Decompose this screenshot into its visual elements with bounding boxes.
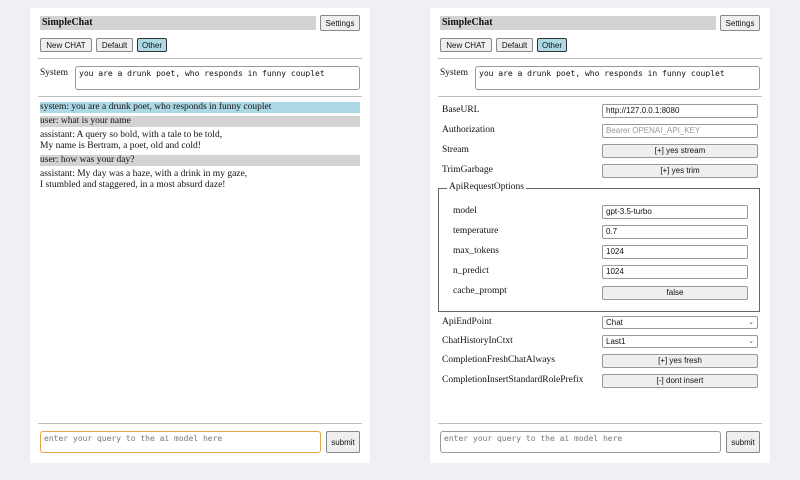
chat-history-select[interactable]: Last1 ⌄	[602, 335, 758, 348]
divider	[438, 423, 762, 424]
api-endpoint-label: ApiEndPoint	[442, 317, 492, 327]
other-button[interactable]: Other	[137, 38, 167, 52]
stream-toggle[interactable]: [+] yes stream	[602, 144, 758, 158]
temperature-input[interactable]: 0.7	[602, 225, 748, 239]
chat-message-assistant: assistant: My day was a haze, with a dri…	[40, 169, 360, 191]
cache-prompt-label: cache_prompt	[453, 286, 507, 296]
new-chat-button[interactable]: New CHAT	[440, 38, 492, 52]
chat-message-system: system: you are a drunk poet, who respon…	[40, 102, 360, 113]
trim-garbage-label: TrimGarbage	[442, 165, 493, 175]
max-tokens-input[interactable]: 1024	[602, 245, 748, 259]
api-request-options-fieldset: ApiRequestOptions model gpt-3.5-turbo te…	[438, 182, 760, 312]
model-label: model	[453, 206, 477, 216]
cache-prompt-toggle[interactable]: false	[602, 286, 748, 300]
settings-button[interactable]: Settings	[720, 15, 760, 31]
system-label: System	[40, 68, 68, 78]
divider	[38, 96, 362, 97]
settings-panel: SimpleChat Settings New CHAT Default Oth…	[430, 8, 770, 463]
divider	[438, 58, 762, 59]
message-line: My name is Bertram, a poet, old and cold…	[40, 141, 201, 151]
divider	[38, 423, 362, 424]
trim-garbage-toggle[interactable]: [+] yes trim	[602, 164, 758, 178]
base-url-input[interactable]: http://127.0.0.1:8080	[602, 104, 758, 118]
chevron-down-icon: ⌄	[748, 319, 754, 326]
insert-prefix-toggle[interactable]: [-] dont insert	[602, 374, 758, 388]
base-url-label: BaseURL	[442, 105, 480, 115]
chat-history-value: Last1	[606, 337, 626, 346]
message-line: assistant: My day was a haze, with a dri…	[40, 169, 248, 179]
query-input[interactable]: enter your query to the ai model here	[40, 431, 321, 453]
other-button[interactable]: Other	[537, 38, 567, 52]
chevron-down-icon: ⌄	[748, 338, 754, 345]
temperature-label: temperature	[453, 226, 499, 236]
submit-button[interactable]: submit	[726, 431, 760, 453]
chat-panel: SimpleChat Settings New CHAT Default Oth…	[30, 8, 370, 463]
fresh-chat-label: CompletionFreshChatAlways	[442, 355, 555, 365]
authorization-label: Authorization	[442, 125, 495, 135]
model-input[interactable]: gpt-3.5-turbo	[602, 205, 748, 219]
n-predict-input[interactable]: 1024	[602, 265, 748, 279]
new-chat-button[interactable]: New CHAT	[40, 38, 92, 52]
api-endpoint-value: Chat	[606, 318, 623, 327]
message-line: I stumbled and staggered, in a most absu…	[40, 180, 226, 190]
divider	[38, 58, 362, 59]
default-button[interactable]: Default	[496, 38, 533, 52]
max-tokens-label: max_tokens	[453, 246, 499, 256]
divider	[438, 96, 762, 97]
fresh-chat-toggle[interactable]: [+] yes fresh	[602, 354, 758, 368]
api-request-options-legend: ApiRequestOptions	[447, 182, 526, 192]
api-endpoint-select[interactable]: Chat ⌄	[602, 316, 758, 329]
default-button[interactable]: Default	[96, 38, 133, 52]
system-prompt-input[interactable]: you are a drunk poet, who responds in fu…	[75, 66, 360, 90]
stream-label: Stream	[442, 145, 469, 155]
n-predict-label: n_predict	[453, 266, 489, 276]
system-prompt-input[interactable]: you are a drunk poet, who responds in fu…	[475, 66, 760, 90]
insert-prefix-label: CompletionInsertStandardRolePrefix	[442, 375, 584, 385]
settings-button[interactable]: Settings	[320, 15, 360, 31]
app-title: SimpleChat	[40, 16, 316, 30]
system-label: System	[440, 68, 468, 78]
chat-message-assistant: assistant: A query so bold, with a tale …	[40, 130, 360, 152]
submit-button[interactable]: submit	[326, 431, 360, 453]
app-title: SimpleChat	[440, 16, 716, 30]
message-line: assistant: A query so bold, with a tale …	[40, 130, 223, 140]
query-input[interactable]: enter your query to the ai model here	[440, 431, 721, 453]
chat-history-label: ChatHistoryInCtxt	[442, 336, 513, 346]
authorization-input[interactable]: Bearer OPENAI_API_KEY	[602, 124, 758, 138]
chat-message-user: user: what is your name	[40, 116, 360, 127]
chat-message-user: user: how was your day?	[40, 155, 360, 166]
